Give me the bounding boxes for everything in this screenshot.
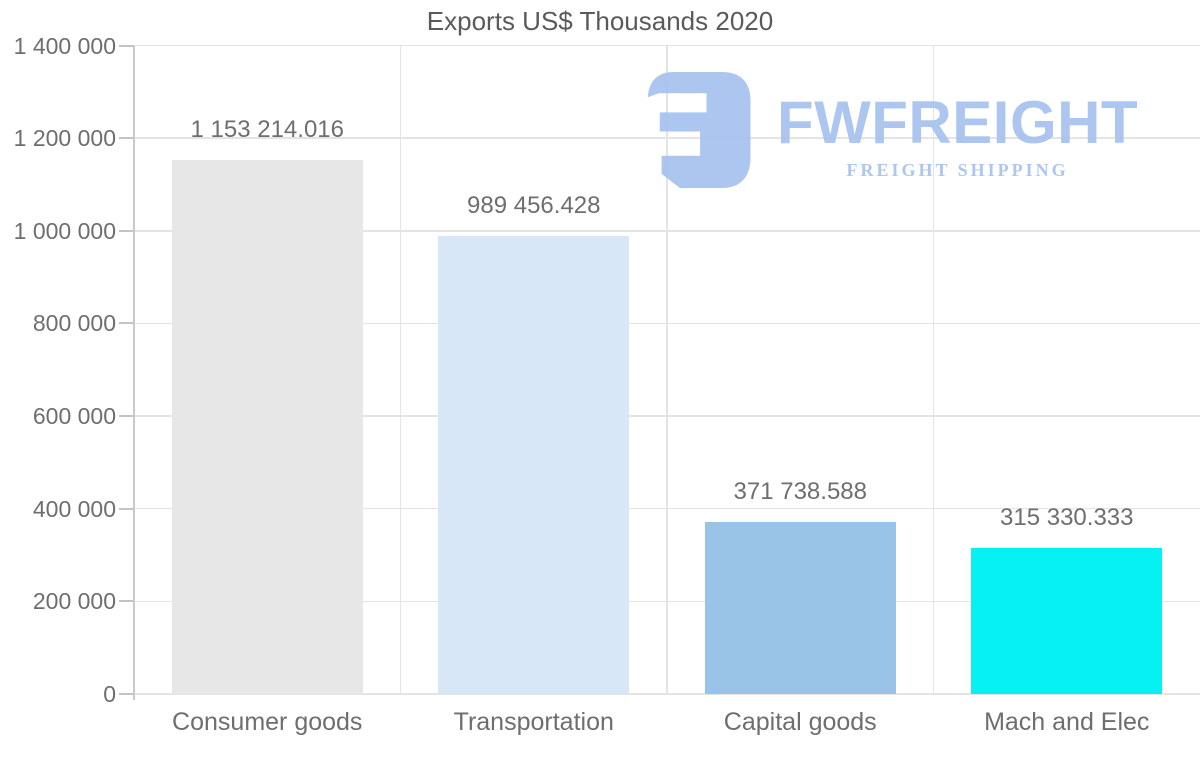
category-label-mach-and-elec: Mach and Elec (984, 708, 1150, 736)
y-axis-tick (119, 693, 134, 695)
bar-value-label-mach-and-elec: 315 330.333 (1000, 503, 1134, 531)
v-gridline (666, 45, 668, 694)
y-axis-tick (119, 415, 134, 418)
chart-title: Exports US$ Thousands 2020 (426, 6, 774, 36)
y-axis-tick (119, 600, 134, 603)
y-axis-tick (119, 507, 134, 510)
h-gridline (134, 693, 1200, 695)
bar-consumer-goods (171, 159, 363, 694)
bar-mach-and-elec (971, 547, 1163, 694)
v-gridline (399, 45, 402, 694)
bar-value-label-transportation: 989 456.428 (467, 191, 601, 219)
y-tick-label: 1 000 000 (13, 217, 116, 244)
bar-value-label-capital-goods: 371 738.588 (733, 477, 867, 505)
watermark-text: FWFREIGHT FREIGHT SHIPPING (777, 66, 1138, 181)
watermark-brand-name: FWFREIGHT (777, 89, 1139, 156)
y-tick-label: 800 000 (32, 310, 116, 337)
y-tick-label: 600 000 (32, 403, 116, 430)
y-axis-tick (119, 44, 134, 47)
category-label-transportation: Transportation (453, 708, 614, 736)
category-label-capital-goods: Capital goods (723, 708, 877, 736)
y-tick-label: 0 (103, 681, 116, 707)
y-axis-tick (119, 322, 134, 325)
y-axis-line (133, 45, 135, 700)
bar-capital-goods (704, 521, 896, 694)
bar-value-label-consumer-goods: 1 153 214.016 (190, 115, 344, 143)
watermark-tagline: FREIGHT SHIPPING (846, 160, 1069, 180)
bar-transportation (438, 235, 630, 694)
y-axis-tick (119, 137, 134, 140)
y-tick-label: 400 000 (32, 495, 116, 522)
v-gridline (932, 45, 935, 694)
category-label-consumer-goods: Consumer goods (172, 708, 363, 736)
y-tick-label: 200 000 (32, 588, 116, 615)
y-tick-label: 1 200 000 (13, 125, 116, 152)
fwfreight-watermark: FWFREIGHT FREIGHT SHIPPING (646, 66, 1138, 192)
fwfreight-logo-icon (647, 72, 751, 188)
y-tick-label: 1 400 000 (13, 32, 116, 59)
y-axis-tick (119, 229, 134, 232)
